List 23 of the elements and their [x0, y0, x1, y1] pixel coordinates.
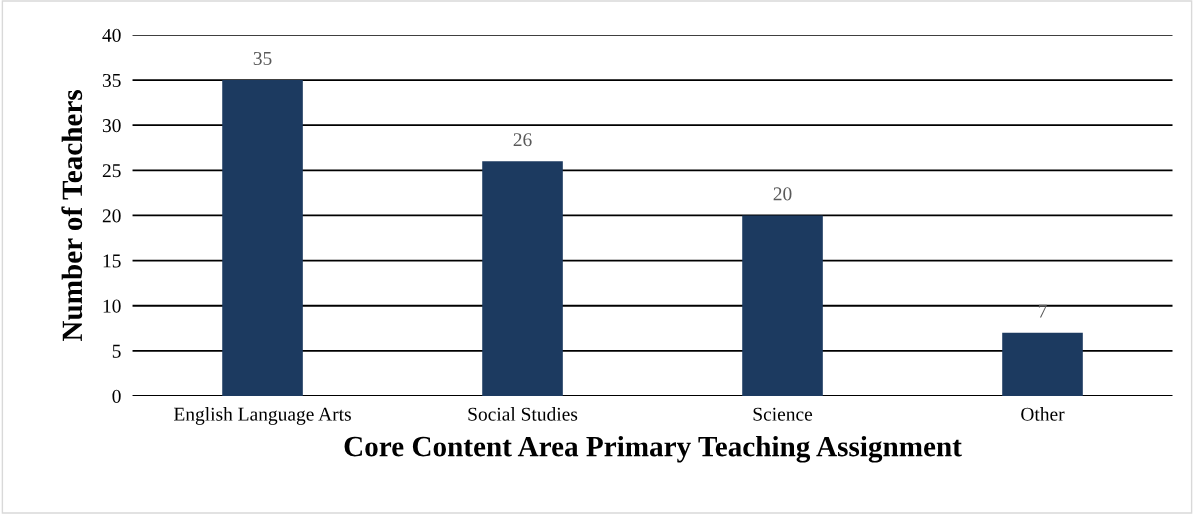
bar	[482, 161, 563, 396]
bar	[1002, 332, 1083, 396]
y-tick-label: 20	[102, 209, 121, 223]
x-axis-title: Core Content Area Primary Teaching Assignment	[344, 435, 962, 463]
x-tick-label: English Language Arts	[173, 407, 351, 425]
y-tick-label: 40	[102, 28, 121, 42]
data-label: 26	[513, 133, 532, 147]
data-label: 20	[773, 187, 792, 201]
x-tick-label: Social Studies	[468, 407, 578, 421]
data-label: 35	[253, 51, 272, 66]
x-tick-label: Science	[753, 407, 813, 421]
bar	[742, 215, 823, 396]
y-tick-label: 30	[102, 119, 121, 133]
y-tick-label: 0	[112, 389, 121, 403]
y-tick-label: 35	[102, 73, 121, 88]
y-tick-label: 5	[112, 344, 121, 358]
data-label: 7	[1038, 304, 1047, 318]
y-tick-label: 25	[102, 164, 121, 178]
bar	[222, 80, 303, 396]
x-tick-label: Other	[1021, 407, 1065, 421]
y-axis-title: Number of Teachers	[61, 90, 83, 342]
y-tick-label: 10	[103, 299, 121, 313]
y-tick-label: 15	[103, 254, 121, 268]
